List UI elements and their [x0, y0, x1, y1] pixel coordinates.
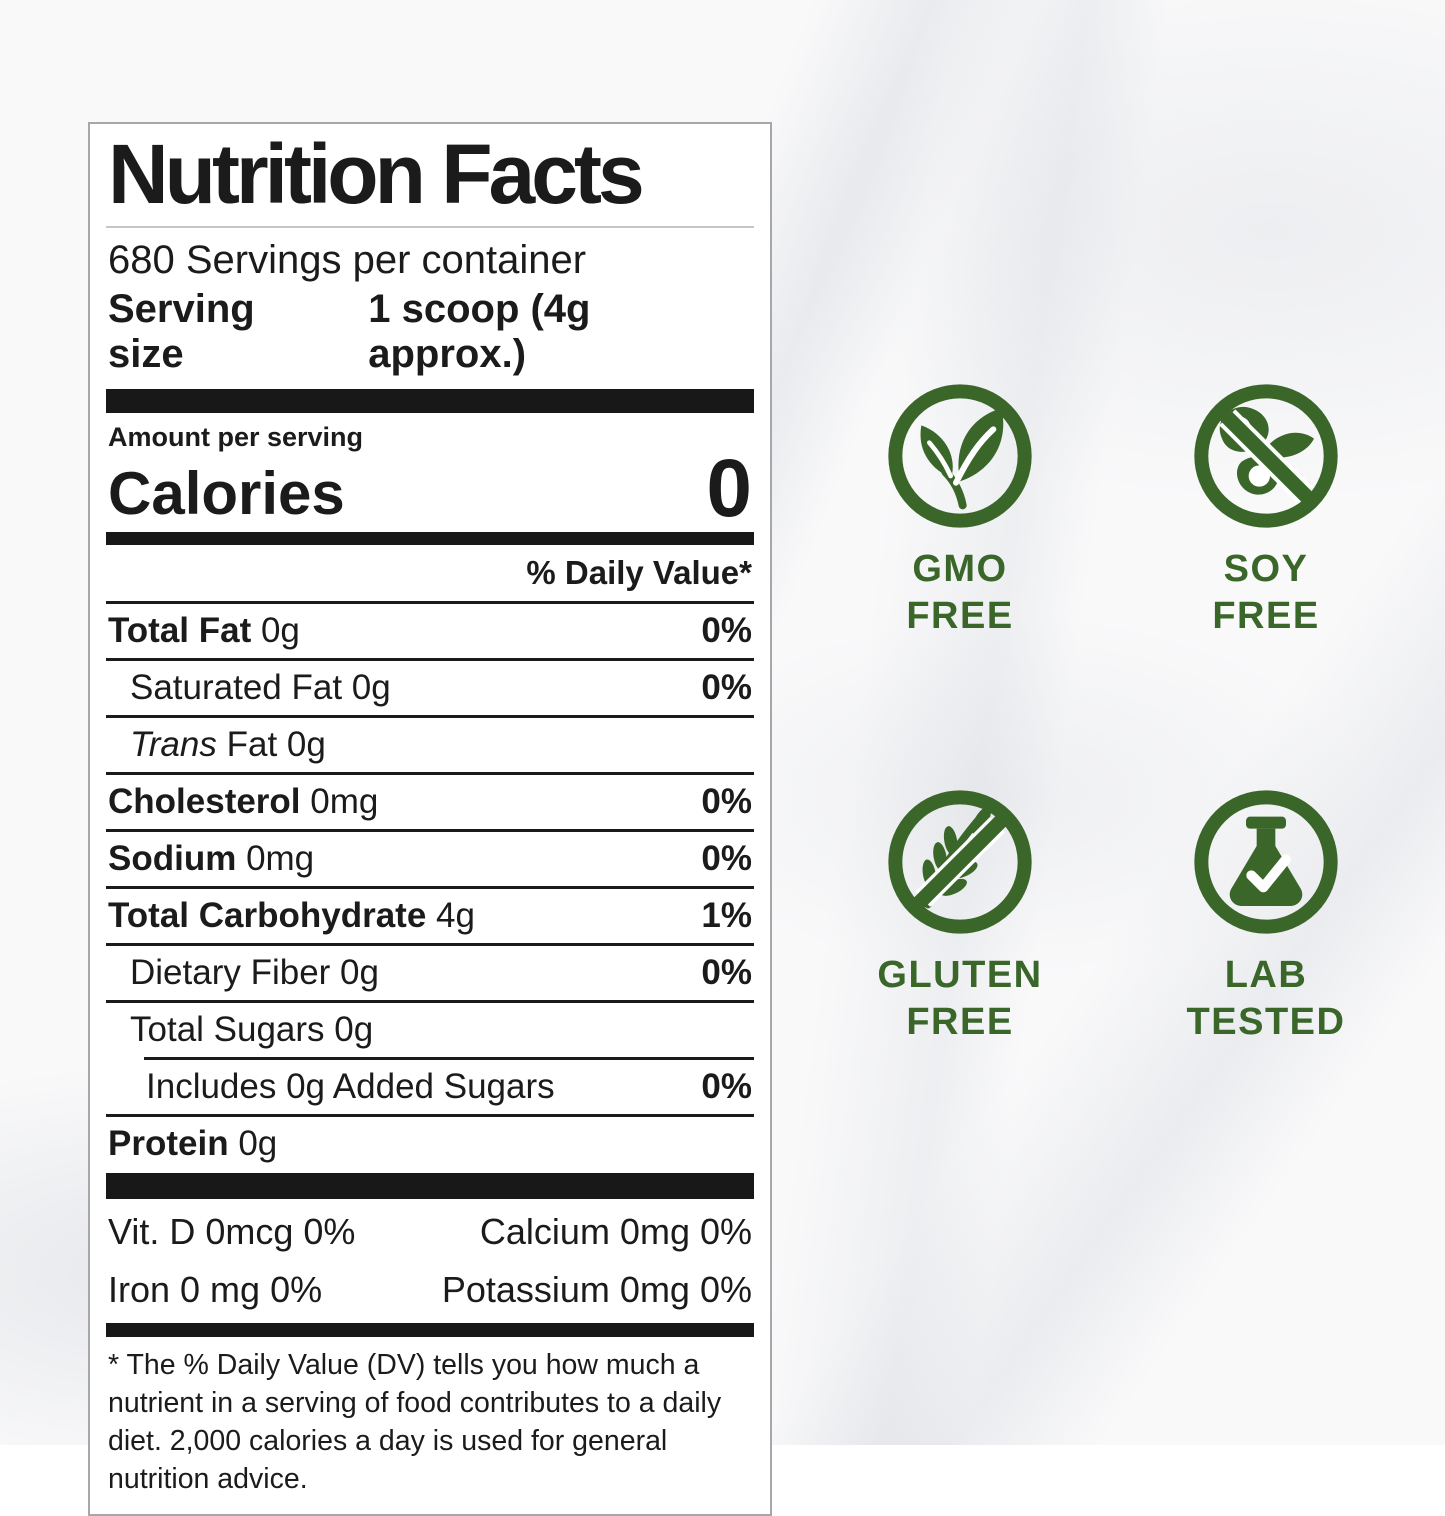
- nutrient-name-amount: Includes 0g Added Sugars: [146, 1066, 555, 1106]
- nutrient-name: Sodium: [108, 838, 237, 878]
- nutrient-amount: 0g: [260, 610, 300, 650]
- row-divider: [106, 657, 754, 661]
- daily-value-percent: 0%: [701, 667, 752, 707]
- serving-size-value: 1 scoop (4g approx.): [368, 286, 591, 376]
- row-divider: [106, 771, 754, 775]
- badge-label: GLUTEN FREE: [877, 952, 1042, 1046]
- micronutrient-left: Vit. D 0mcg 0%: [108, 1210, 356, 1252]
- micronutrient-row: Vit. D 0mcg 0% Calcium 0mg 0%: [106, 1203, 754, 1261]
- daily-value-percent: 1%: [701, 895, 752, 935]
- nutrient-row: Cholesterol 0mg 0%: [106, 775, 754, 829]
- badge-label: SOY FREE: [1212, 546, 1319, 640]
- nutrient-name: Total Fat: [108, 610, 252, 650]
- nutrient-amount: 4g: [436, 895, 475, 935]
- gluten-crossed-icon: [880, 782, 1040, 942]
- row-divider: [106, 714, 754, 718]
- nutrient-name: Cholesterol: [108, 781, 301, 821]
- nutrient-row: Sodium 0mg 0%: [106, 832, 754, 886]
- nutrient-name-amount: Total Sugars 0g: [130, 1009, 374, 1049]
- row-divider: [106, 999, 754, 1003]
- daily-value-header: % Daily Value*: [106, 545, 754, 604]
- nutrient-name: Total Carbohydrate: [108, 895, 427, 935]
- badge-gluten-free: GLUTEN FREE: [858, 782, 1062, 1046]
- nutrient-name: Trans: [130, 724, 217, 764]
- nutrient-name-amount: Saturated Fat 0g: [130, 667, 391, 707]
- nutrient-row: Protein 0g: [106, 1117, 754, 1171]
- micronutrient-rows: Vit. D 0mcg 0% Calcium 0mg 0% Iron 0 mg 0%…: [106, 1199, 754, 1321]
- badge-label-line2: FREE: [906, 595, 1014, 638]
- badge-label-line1: GMO: [912, 548, 1008, 590]
- badge-label: GMO FREE: [906, 546, 1013, 640]
- badge-soy-free: SOY FREE: [1164, 376, 1368, 640]
- badge-gmo-free: GMO FREE: [858, 376, 1062, 640]
- nutrient-row: Includes 0g Added Sugars 0%: [106, 1060, 754, 1114]
- badge-label-line2: FREE: [1212, 595, 1320, 638]
- badge-label-line1: LAB: [1224, 954, 1308, 997]
- row-divider: [106, 828, 754, 832]
- nutrient-amount: 0mg: [310, 781, 379, 821]
- medium-divider-bar: [106, 1322, 754, 1337]
- micronutrient-row: Iron 0 mg 0% Potassium 0mg 0%: [106, 1261, 754, 1319]
- daily-value-percent: 0%: [701, 952, 752, 992]
- serving-size-label: Serving size: [108, 286, 255, 376]
- nutrient-name: Protein: [108, 1123, 229, 1163]
- nutrient-rows: Total Fat 0g 0% Saturated Fat 0g 0% Trans Fa…: [106, 604, 754, 1171]
- daily-value-percent: 0%: [701, 610, 752, 650]
- row-divider: [106, 885, 754, 889]
- nutrient-amount: 0mg: [246, 838, 315, 878]
- daily-value-percent: 0%: [701, 1066, 752, 1106]
- micronutrient-right: Potassium 0mg 0%: [441, 1268, 752, 1310]
- nutrient-row: Dietary Fiber 0g 0%: [106, 946, 754, 1000]
- badge-label-line2: FREE: [906, 1001, 1014, 1044]
- calories-label: Calories: [108, 459, 345, 527]
- daily-value-footnote: * The % Daily Value (DV) tells you how m…: [108, 1348, 722, 1495]
- nutrient-row: Saturated Fat 0g 0%: [106, 661, 754, 715]
- thick-divider-bar: [106, 1172, 754, 1199]
- daily-value-percent: 0%: [701, 781, 752, 821]
- row-divider: [106, 1113, 754, 1117]
- row-divider: [106, 942, 754, 946]
- badge-lab-tested: LAB TESTED: [1164, 782, 1368, 1046]
- nutrient-row: Total Fat 0g 0%: [106, 604, 754, 658]
- nutrition-facts-label: Nutrition Facts 680 Servings per contain…: [88, 122, 772, 1516]
- nutrient-row: Total Carbohydrate 4g 1%: [106, 889, 754, 943]
- daily-value-percent: 0%: [701, 838, 752, 878]
- lab-flask-icon: [1186, 782, 1346, 942]
- badge-label-line1: SOY: [1223, 548, 1309, 590]
- nutrition-facts-title: Nutrition Facts: [106, 130, 754, 228]
- thick-divider-bar: [106, 388, 754, 413]
- calories-value: 0: [706, 442, 752, 534]
- nutrient-row: Total Sugars 0g: [106, 1003, 754, 1057]
- micronutrient-left: Iron 0 mg 0%: [108, 1268, 323, 1310]
- row-divider: [144, 1056, 754, 1060]
- nutrient-amount: Fat 0g: [226, 724, 326, 764]
- certification-badges: GMO FREE SOY FREE GLUTEN FREE LAB TESTED: [858, 376, 1368, 1046]
- badge-label: LAB TESTED: [1187, 952, 1346, 1046]
- nutrient-row: Trans Fat 0g: [106, 718, 754, 772]
- badge-label-line2: TESTED: [1186, 1001, 1346, 1044]
- calories-row: Calories 0: [106, 442, 754, 534]
- micronutrient-right: Calcium 0mg 0%: [479, 1210, 752, 1252]
- soy-crossed-icon: [1186, 376, 1346, 536]
- servings-per-container: 680 Servings per container: [108, 237, 587, 282]
- nutrient-name-amount: Dietary Fiber 0g: [130, 952, 379, 992]
- amount-per-serving-label: Amount per serving: [108, 421, 364, 452]
- serving-size-row: Serving size 1 scoop (4g approx.): [106, 283, 754, 389]
- badge-label-line1: GLUTEN: [877, 954, 1043, 997]
- nutrient-amount: 0g: [238, 1123, 278, 1163]
- gmo-leaf-icon: [880, 376, 1040, 536]
- medium-divider-bar: [106, 531, 754, 545]
